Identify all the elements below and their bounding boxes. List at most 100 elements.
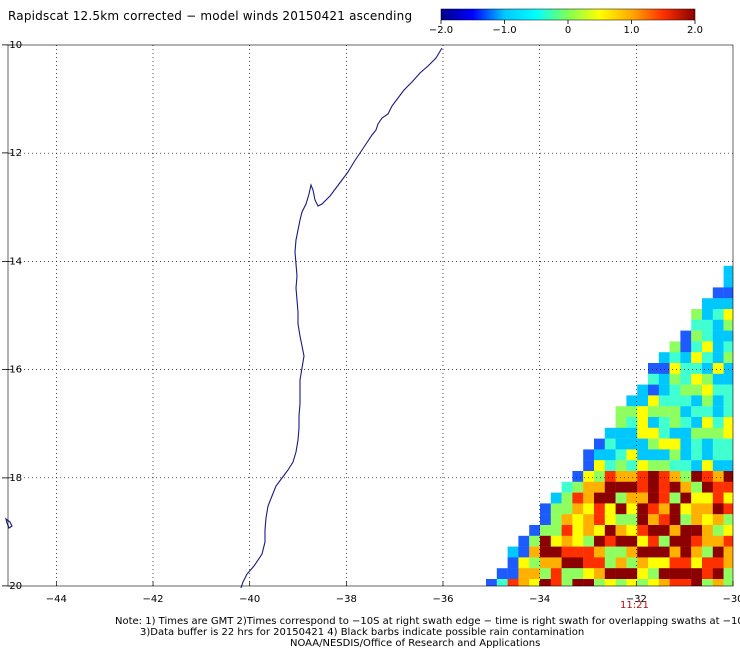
map-title: Rapidscat 12.5km corrected − model winds… (8, 9, 413, 23)
swath-cell (669, 481, 681, 493)
swath-cell (702, 557, 713, 569)
swath-cell (615, 557, 627, 569)
swath-cell (550, 557, 562, 569)
swath-cell (583, 449, 595, 461)
swath-cell (680, 492, 692, 504)
swath-cell (550, 535, 562, 547)
swath-cell (637, 406, 649, 418)
lon-tick-label: −40 (239, 594, 260, 605)
swath-cell (691, 481, 703, 493)
swath-cell (561, 481, 573, 493)
swath-cell (615, 449, 627, 461)
swath-cell (604, 546, 616, 558)
swath-cell (637, 557, 649, 569)
swath-cell (723, 427, 733, 439)
swath-cell (594, 579, 605, 586)
swath-cell (712, 319, 724, 331)
swath-cell (658, 438, 670, 450)
swath-cell (518, 546, 530, 558)
swath-cell (637, 417, 649, 428)
swath-cell (637, 492, 649, 504)
swath-cell (702, 460, 713, 472)
swath-cell (594, 481, 605, 493)
swath-cell (626, 417, 638, 428)
swath-cell (637, 449, 649, 461)
swath-cell (648, 363, 659, 374)
swath-cell (702, 427, 713, 439)
swath-cell (669, 438, 681, 450)
swath-cell (669, 352, 681, 364)
swath-cell (712, 471, 724, 482)
swath-cell (691, 514, 703, 526)
swath-cell (723, 568, 733, 580)
swath-cell (702, 406, 713, 418)
swath-cell (658, 546, 670, 558)
swath-cell (648, 557, 659, 569)
swath-cell (680, 449, 692, 461)
swath-cell (691, 330, 703, 342)
swath-cell (648, 535, 659, 547)
swath-time-label: 11:21 (620, 600, 649, 611)
swath-cell (712, 546, 724, 558)
swath-cell (615, 546, 627, 558)
swath-cell (691, 535, 703, 547)
swath-cell (712, 481, 724, 493)
swath-cell (702, 481, 713, 493)
swath-cell (540, 579, 551, 586)
swath-cell (572, 557, 584, 569)
swath-cell (518, 557, 530, 569)
swath-cell (572, 503, 584, 515)
colorbar-tick-label: 2.0 (687, 25, 703, 36)
swath-cell (626, 492, 638, 504)
swath-cell (723, 535, 733, 547)
swath-cell (648, 514, 659, 526)
swath-cell (712, 298, 724, 310)
lon-tick-label: −38 (336, 594, 357, 605)
swath-cell (691, 319, 703, 331)
swath-cell (594, 438, 605, 450)
swath-cell (648, 438, 659, 450)
swath-cell (594, 525, 605, 536)
swath-cell (626, 579, 638, 586)
swath-cell (691, 363, 703, 374)
lon-tick-label: −42 (142, 594, 163, 605)
swath-cell (615, 481, 627, 493)
swath-cell (615, 535, 627, 547)
swath-cell (648, 417, 659, 428)
swath-cell (658, 481, 670, 493)
swath-cell (712, 341, 724, 353)
swath-cell (572, 492, 584, 504)
lon-tick-label: −44 (46, 594, 67, 605)
swath-cell (604, 438, 616, 450)
swath-cell (648, 492, 659, 504)
lat-tick-label: −16 (1, 365, 22, 376)
swath-cell (723, 265, 733, 277)
swath-cell (680, 427, 692, 439)
swath-cell (658, 579, 670, 586)
swath-cell (529, 546, 541, 558)
swath-cell (658, 352, 670, 364)
swath-cell (637, 525, 649, 536)
swath-cell (702, 373, 713, 385)
swath-cell (680, 352, 692, 364)
swath-cell (648, 384, 659, 396)
swath-cell (583, 568, 595, 580)
swath-cell (615, 525, 627, 536)
swath-cell (615, 579, 627, 586)
swath-cell (626, 460, 638, 472)
wind-swath-cells (486, 265, 733, 586)
swath-cell (615, 514, 627, 526)
swath-cell (626, 449, 638, 461)
swath-cell (669, 427, 681, 439)
island (5, 517, 13, 529)
swath-cell (550, 503, 562, 515)
swath-cell (604, 503, 616, 515)
swath-cell (723, 276, 733, 288)
swath-cell (658, 557, 670, 569)
swath-cell (583, 471, 595, 482)
swath-cell (680, 557, 692, 569)
swath-cell (604, 568, 616, 580)
swath-cell (550, 514, 562, 526)
swath-cell (669, 535, 681, 547)
